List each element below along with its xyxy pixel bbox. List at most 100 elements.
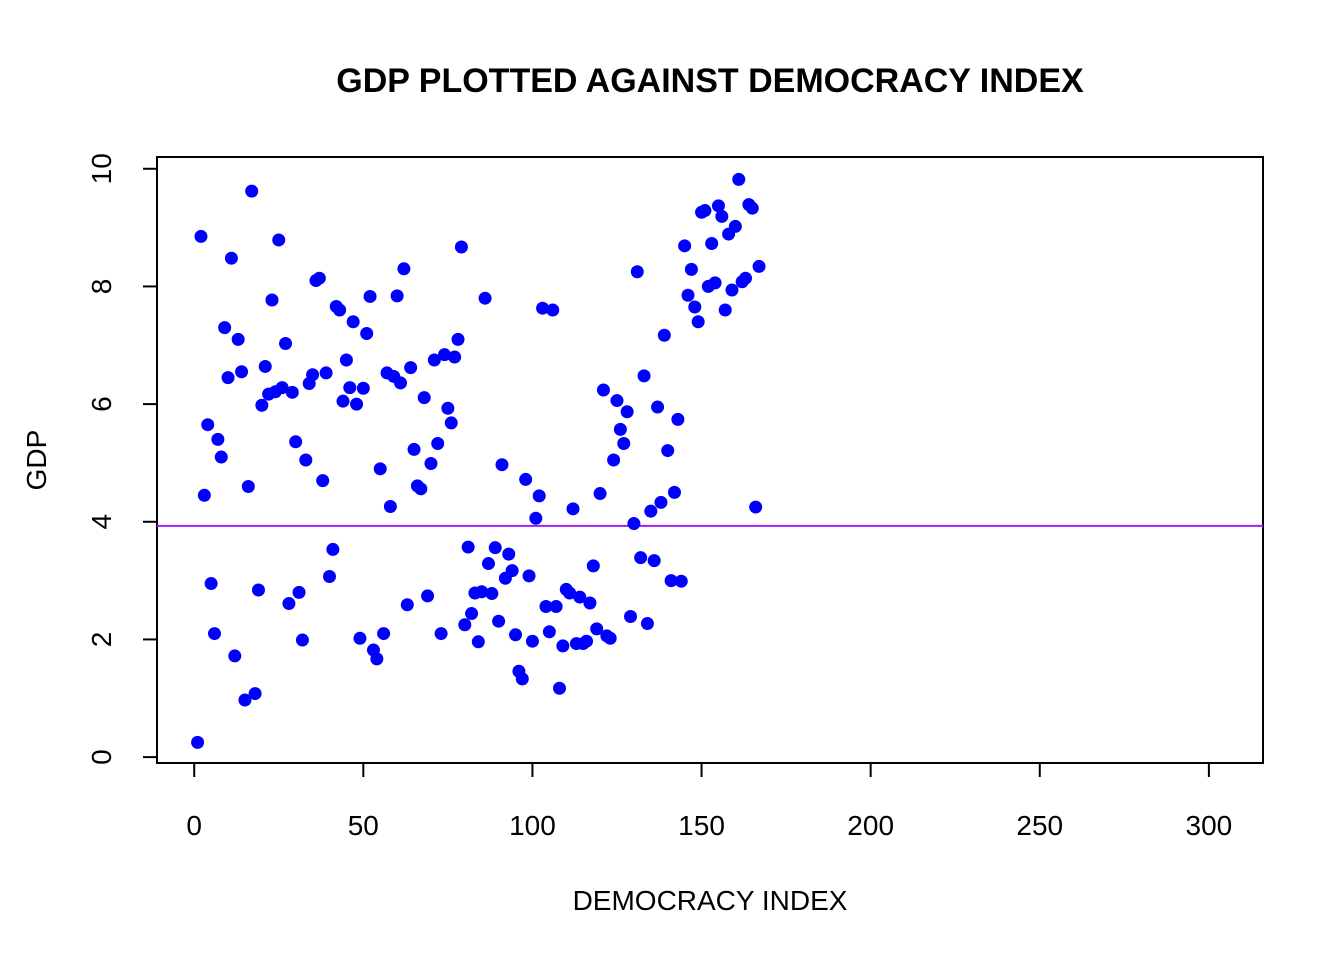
data-point	[299, 453, 313, 467]
data-point	[448, 350, 462, 364]
data-point	[207, 627, 221, 641]
data-point	[580, 634, 594, 648]
data-point	[708, 276, 722, 290]
data-point	[228, 649, 242, 663]
y-tick-label: 10	[86, 153, 117, 184]
data-points	[191, 172, 766, 749]
data-point	[279, 337, 293, 351]
data-point	[630, 265, 644, 279]
data-point	[505, 564, 519, 578]
y-tick-label: 4	[86, 514, 117, 530]
data-point	[295, 633, 309, 647]
data-point	[343, 381, 357, 395]
data-point	[725, 283, 739, 297]
data-point	[617, 437, 631, 451]
data-point	[610, 394, 624, 408]
data-point	[711, 199, 725, 213]
chart-title: GDP PLOTTED AGAINST DEMOCRACY INDEX	[336, 62, 1084, 100]
data-point	[211, 432, 225, 446]
y-axis-label: GDP	[21, 430, 52, 491]
data-point	[241, 479, 255, 493]
data-point	[292, 585, 306, 599]
data-point	[603, 631, 617, 645]
data-point	[552, 681, 566, 695]
data-point	[326, 542, 340, 556]
data-point	[441, 401, 455, 415]
x-tick-label: 0	[186, 810, 202, 841]
data-point	[478, 291, 492, 305]
data-point	[333, 303, 347, 317]
data-point	[316, 474, 330, 488]
data-point	[705, 236, 719, 250]
data-point	[272, 233, 286, 247]
data-point	[620, 405, 634, 419]
data-point	[218, 321, 232, 335]
data-point	[444, 416, 458, 430]
data-point	[624, 610, 638, 624]
data-point	[745, 201, 759, 215]
data-point	[417, 391, 431, 405]
data-point	[678, 239, 692, 253]
data-point	[593, 487, 607, 501]
data-point	[214, 450, 228, 464]
x-tick-label: 300	[1186, 810, 1233, 841]
data-point	[637, 369, 651, 383]
data-point	[509, 628, 523, 642]
data-point	[363, 289, 377, 303]
x-tick-label: 250	[1016, 810, 1063, 841]
data-point	[404, 361, 418, 375]
data-point	[525, 634, 539, 648]
data-point	[353, 631, 367, 645]
data-point	[522, 569, 536, 583]
data-point	[346, 315, 360, 329]
y-tick-label: 0	[86, 749, 117, 765]
data-point	[275, 381, 289, 395]
data-point	[255, 398, 269, 412]
y-tick-label: 8	[86, 279, 117, 295]
x-tick-label: 150	[678, 810, 725, 841]
data-point	[282, 597, 296, 611]
data-point	[539, 599, 553, 613]
data-point	[421, 589, 435, 603]
data-point	[194, 229, 208, 243]
data-point	[312, 271, 326, 285]
data-point	[248, 687, 262, 701]
data-point	[627, 517, 641, 531]
data-point	[718, 303, 732, 317]
data-point	[245, 184, 259, 198]
data-point	[434, 627, 448, 641]
data-point	[566, 502, 580, 516]
data-point	[224, 251, 238, 265]
data-point	[647, 554, 661, 568]
data-point	[688, 300, 702, 314]
data-point	[583, 596, 597, 610]
data-point	[715, 209, 729, 223]
data-point	[231, 332, 245, 346]
data-point	[454, 240, 468, 254]
data-point	[732, 172, 746, 186]
data-point	[265, 293, 279, 307]
data-point	[204, 577, 218, 591]
data-point	[644, 504, 658, 518]
data-point	[546, 303, 560, 317]
data-point	[634, 551, 648, 565]
data-point	[431, 437, 445, 451]
x-tick-label: 50	[348, 810, 379, 841]
data-point	[681, 288, 695, 302]
data-point	[536, 301, 550, 315]
data-point	[414, 482, 428, 496]
data-point	[461, 540, 475, 554]
data-point	[739, 271, 753, 285]
data-point	[251, 583, 265, 597]
data-point	[201, 418, 215, 432]
data-point	[437, 348, 451, 362]
x-axis-label: DEMOCRACY INDEX	[573, 885, 848, 916]
data-point	[377, 627, 391, 641]
data-point	[451, 332, 465, 346]
data-point	[586, 559, 600, 573]
data-point	[235, 365, 249, 379]
data-point	[383, 499, 397, 513]
data-point	[573, 590, 587, 604]
data-point	[664, 574, 678, 588]
